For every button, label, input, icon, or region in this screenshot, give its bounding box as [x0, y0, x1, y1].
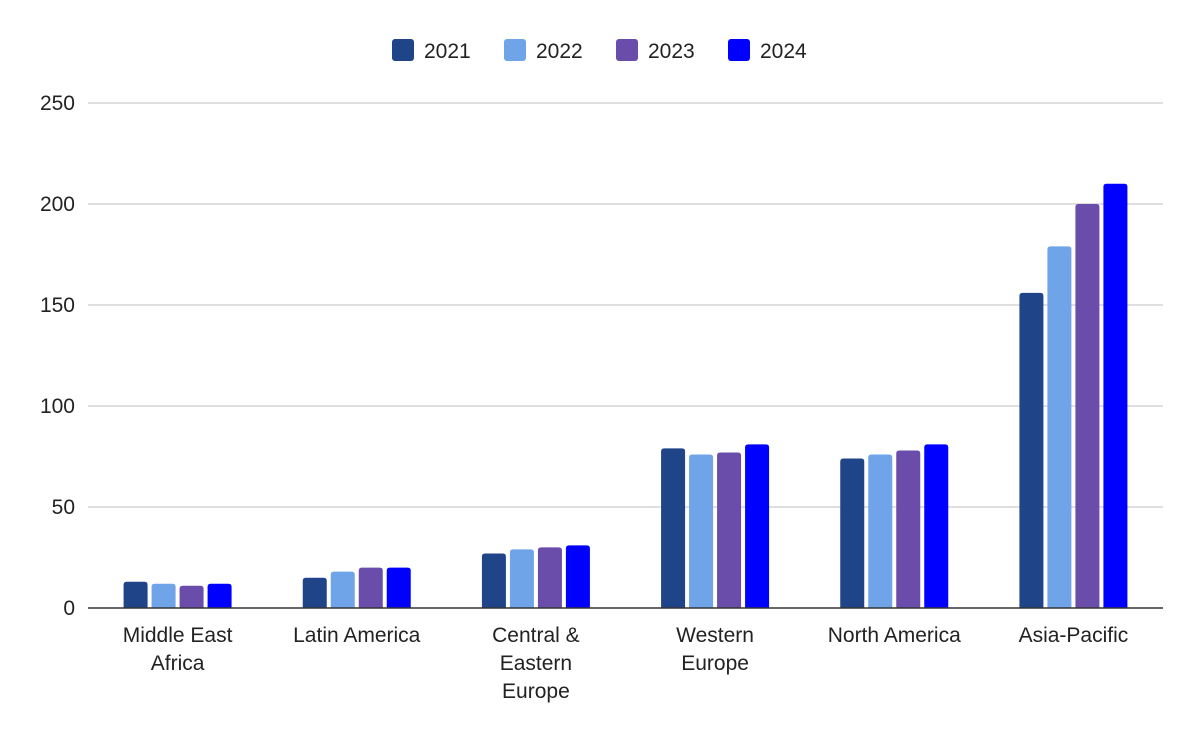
x-category-label: Eastern — [500, 652, 572, 675]
y-tick-label: 250 — [40, 92, 75, 115]
bar-2022-5 — [1047, 246, 1072, 609]
x-category-label: Europe — [502, 680, 570, 703]
bar-2023-0 — [179, 585, 204, 608]
legend-label: 2024 — [760, 40, 807, 63]
bar-2024-4 — [924, 444, 949, 608]
bar-2021-2 — [481, 553, 506, 608]
x-category-label: North America — [828, 624, 961, 647]
y-tick-label: 150 — [40, 294, 75, 317]
legend-swatch-2023 — [616, 39, 638, 61]
x-category-label: Latin America — [293, 624, 421, 647]
bar-2024-5 — [1103, 183, 1128, 609]
bar-2021-0 — [123, 581, 148, 608]
gridlines — [88, 102, 1163, 508]
bar-2024-3 — [745, 444, 770, 608]
legend-swatch-2024 — [728, 39, 750, 61]
y-tick-label: 200 — [40, 193, 75, 216]
bar-2022-1 — [330, 571, 355, 608]
legend-label: 2021 — [424, 40, 471, 63]
bar-2023-1 — [358, 567, 383, 608]
legend-label: 2022 — [536, 40, 583, 63]
bar-2021-3 — [661, 448, 686, 608]
legend: 2021 2022 2023 2024 — [392, 39, 807, 63]
bars — [123, 183, 1128, 609]
x-category-label: Central & — [492, 624, 580, 647]
x-category-label: Europe — [681, 652, 749, 675]
bar-2023-4 — [896, 450, 921, 608]
x-category-label: Western — [676, 624, 754, 647]
bar-2024-0 — [207, 583, 232, 608]
y-axis: 0 50 100 150 200 250 — [40, 92, 75, 620]
x-axis: Middle East Africa Latin America Central & E… — [88, 607, 1163, 703]
bar-2024-2 — [565, 545, 590, 608]
legend-swatch-2021 — [392, 39, 414, 61]
x-category-label: Middle East — [123, 624, 233, 647]
y-tick-label: 50 — [52, 496, 75, 519]
bar-2022-0 — [151, 583, 176, 608]
bar-2022-2 — [509, 549, 534, 608]
x-category-label: Asia-Pacific — [1019, 624, 1129, 647]
bar-2023-3 — [717, 452, 742, 608]
y-tick-label: 0 — [63, 597, 75, 620]
bar-2023-5 — [1075, 204, 1100, 608]
legend-swatch-2022 — [504, 39, 526, 61]
bar-2024-1 — [386, 567, 411, 608]
bar-2023-2 — [537, 547, 562, 608]
legend-label: 2023 — [648, 40, 695, 63]
bar-2021-5 — [1019, 292, 1044, 608]
bar-2022-4 — [868, 454, 893, 608]
bar-2021-4 — [840, 458, 865, 608]
bar-2021-1 — [302, 577, 327, 608]
y-tick-label: 100 — [40, 395, 75, 418]
x-category-label: Africa — [151, 652, 205, 675]
bar-2022-3 — [689, 454, 714, 608]
